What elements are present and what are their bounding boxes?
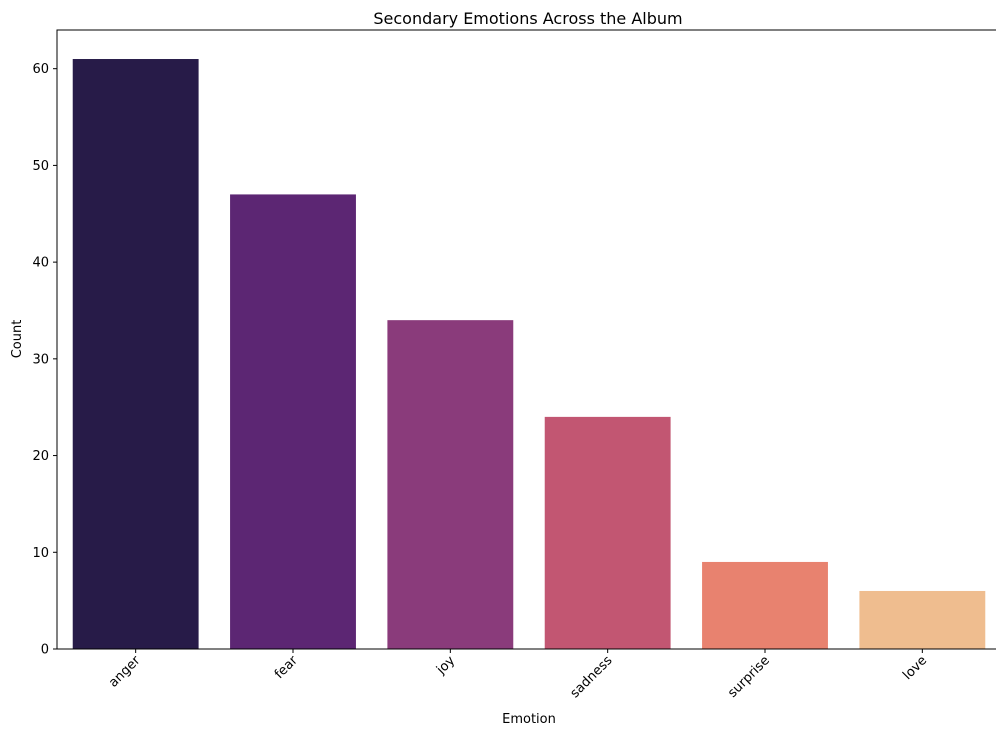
x-tick-label-sadness: sadness [568,653,616,701]
y-tick-label-10: 10 [32,546,49,561]
bar-fear [230,194,356,650]
bar-anger [72,59,199,649]
y-tick-label-0: 0 [41,643,49,658]
x-axis: anger fear joy sadness surprise love [106,649,930,701]
y-tick-label-30: 30 [32,352,49,367]
x-tick-label-surprise: surprise [725,653,773,701]
x-axis-label: Emotion [502,712,556,727]
bar-joy [387,320,514,649]
chart-title: Secondary Emotions Across the Album [373,9,682,28]
y-tick-label-20: 20 [32,449,49,464]
x-tick-label-anger: anger [106,653,144,691]
y-axis-label: Count [10,320,25,359]
x-tick-label-fear: fear [272,653,301,682]
plot-frame [56,29,996,650]
x-tick-label-love: love [900,653,930,683]
bar-sadness [544,416,671,650]
y-tick-label-50: 50 [32,159,49,174]
y-axis: 0 10 20 30 40 50 60 [32,62,57,658]
y-tick-label-40: 40 [32,256,49,271]
y-tick-label-60: 60 [32,62,49,77]
x-tick-label-joy: joy [433,653,458,678]
bar-love [859,590,986,649]
bar-surprise [702,561,828,649]
bars-group [72,59,986,650]
